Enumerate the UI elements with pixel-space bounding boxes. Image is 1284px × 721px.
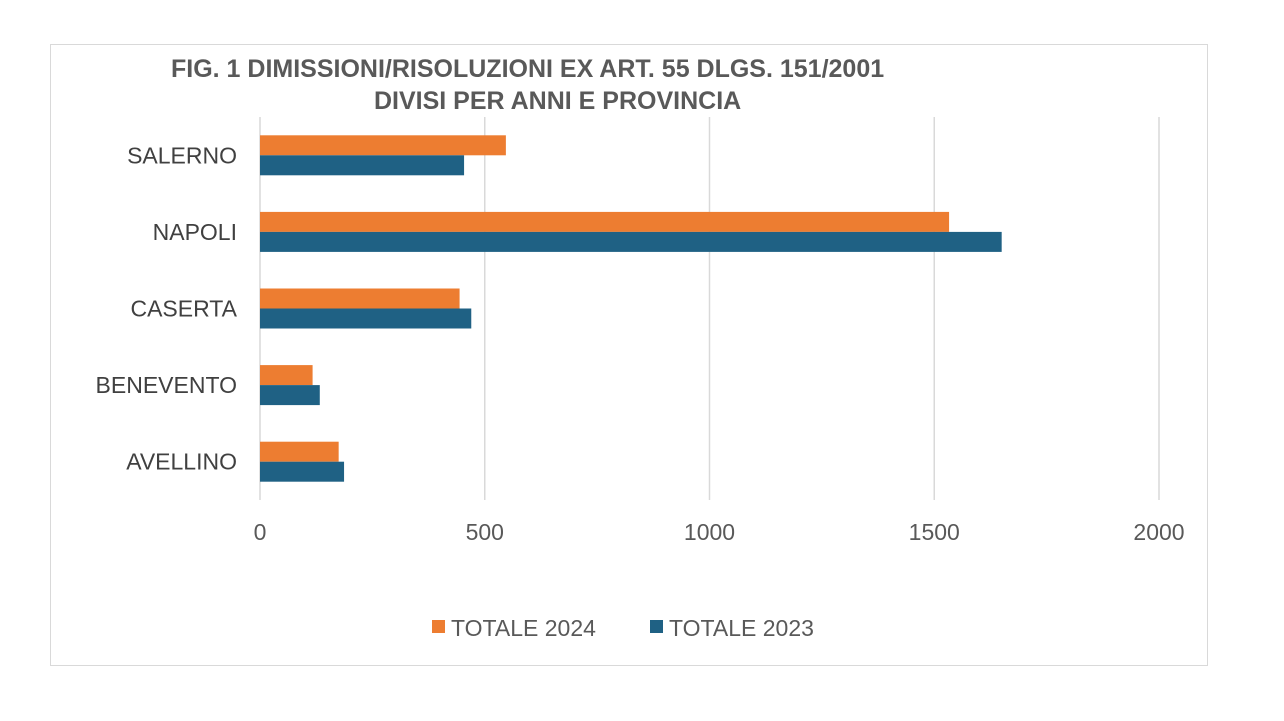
legend-label: TOTALE 2023 — [669, 615, 814, 641]
x-axis-tick-labels: 0 500 1000 1500 2000 — [254, 519, 1185, 545]
category-label: CASERTA — [130, 296, 237, 322]
bar-avellino-2024 — [260, 441, 339, 462]
bar-napoli-2024 — [260, 211, 950, 232]
x-tick-label: 500 — [466, 519, 504, 545]
bar-benevento-2024 — [260, 365, 313, 386]
legend-label: TOTALE 2024 — [451, 615, 596, 641]
chart-title-line-2: DIVISI PER ANNI E PROVINCIA — [374, 87, 742, 115]
gridlines — [259, 117, 1160, 500]
bar-salerno-2024 — [260, 135, 506, 156]
bar-avellino-2023 — [260, 461, 345, 482]
bar-caserta-2023 — [260, 308, 472, 329]
x-tick-label: 1500 — [909, 519, 960, 545]
legend: TOTALE 2024 TOTALE 2023 — [432, 615, 814, 641]
category-label: BENEVENTO — [96, 372, 237, 398]
chart-title-line-1: FIG. 1 DIMISSIONI/RISOLUZIONI EX ART. 55… — [171, 55, 885, 83]
bar-caserta-2024 — [260, 288, 460, 309]
bar-napoli-2023 — [260, 231, 1002, 252]
chart-frame: FIG. 1 DIMISSIONI/RISOLUZIONI EX ART. 55… — [50, 44, 1208, 666]
legend-swatch — [650, 620, 663, 633]
category-label: AVELLINO — [126, 449, 237, 475]
x-tick-label: 2000 — [1133, 519, 1184, 545]
category-labels: SALERNO NAPOLI CASERTA BENEVENTO AVELLINO — [96, 142, 238, 474]
category-label: SALERNO — [127, 142, 237, 168]
bar-benevento-2023 — [260, 385, 320, 406]
category-label: NAPOLI — [153, 219, 237, 245]
bars — [260, 135, 1002, 482]
x-tick-label: 1000 — [684, 519, 735, 545]
bar-salerno-2023 — [260, 155, 465, 176]
x-tick-label: 0 — [254, 519, 267, 545]
legend-swatch — [432, 620, 445, 633]
